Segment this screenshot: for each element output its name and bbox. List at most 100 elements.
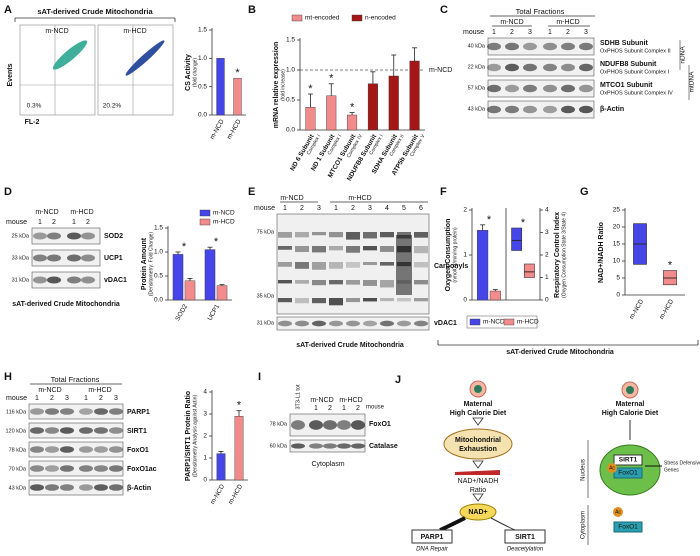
blot-band xyxy=(79,446,93,453)
label: NDUFB8 Subunit xyxy=(600,61,657,68)
label: m-NCD xyxy=(38,387,61,394)
blot-band xyxy=(278,320,292,327)
bar xyxy=(409,60,420,131)
blot-band xyxy=(337,443,351,449)
mitochondrion xyxy=(443,428,513,460)
axis-label: mRNA relative expression xyxy=(273,42,280,129)
blot-band xyxy=(47,276,61,284)
blot-band xyxy=(79,427,93,434)
blot-band xyxy=(346,246,360,253)
reference-label: m-NCD xyxy=(429,67,452,74)
blot-band xyxy=(523,105,537,114)
label: sAT-derived Crude Mitochondria xyxy=(37,7,153,16)
tick-label: 2 xyxy=(203,433,207,440)
blot-band xyxy=(487,42,501,51)
label: OxPHOS Subunit Complex II xyxy=(600,48,671,54)
blot-band xyxy=(295,246,309,253)
label: OxPHOS Subunit Complex IV xyxy=(600,90,673,96)
tick-label: 0 xyxy=(463,297,467,304)
tick-label: 4 xyxy=(545,207,549,214)
blot-band xyxy=(79,484,93,491)
label: m-NCD xyxy=(45,28,68,35)
label: 3 xyxy=(584,29,588,36)
bar xyxy=(489,290,501,301)
tick-label: 1.5 xyxy=(286,37,295,44)
label: m-HCD xyxy=(70,209,93,216)
label: m-NCD xyxy=(310,397,333,404)
bar xyxy=(204,249,216,301)
blot-band xyxy=(329,298,343,306)
blot-band xyxy=(505,63,519,72)
label: m-HCD xyxy=(348,195,371,202)
axis-label: (Oxygen Consumption State 3/State 4) xyxy=(561,212,567,298)
significance: * xyxy=(308,83,313,95)
x-tick-label: m-HCD xyxy=(227,483,244,506)
blot-band xyxy=(45,484,59,491)
blot-band xyxy=(309,420,323,430)
label: m-NCD xyxy=(280,195,303,202)
blot-band xyxy=(323,443,337,449)
blot-band xyxy=(579,105,593,114)
blot-band xyxy=(363,232,377,239)
blot-band xyxy=(363,320,377,327)
blot-band xyxy=(346,232,360,240)
label: 3 xyxy=(317,205,321,212)
label: 2 xyxy=(356,405,360,412)
label: SIRT1 xyxy=(515,534,535,541)
bar xyxy=(233,77,242,116)
blot-band xyxy=(346,280,360,285)
blot-band xyxy=(414,280,428,285)
legend-label: n-encoded xyxy=(365,15,396,22)
blot-band xyxy=(278,232,292,238)
blot-band xyxy=(363,298,377,302)
blot-band xyxy=(33,232,47,240)
blot-band xyxy=(505,84,519,93)
label: PARP1 xyxy=(421,534,444,541)
icon xyxy=(474,385,482,393)
label: 22 kDa xyxy=(468,64,486,70)
tick-label: 1.5 xyxy=(154,225,163,232)
blot-band xyxy=(109,446,123,453)
label: Ac xyxy=(609,465,615,471)
label: nDNA xyxy=(680,46,687,64)
label: vDAC1 xyxy=(104,277,127,284)
tick-label: 1 xyxy=(463,252,467,259)
blot-band xyxy=(363,246,377,251)
blot-band xyxy=(295,262,309,269)
flow-cloud xyxy=(52,40,88,70)
blot-band xyxy=(81,232,95,240)
blot xyxy=(31,271,101,289)
label: 1 xyxy=(72,219,76,226)
blot xyxy=(28,422,124,439)
label: Total Fractions xyxy=(51,375,100,384)
tick-label: 15 xyxy=(613,241,621,248)
label: vDAC1 xyxy=(434,320,457,327)
label: Nucleus xyxy=(581,459,587,481)
blot-band xyxy=(67,232,81,240)
tick-label: 1.0 xyxy=(286,67,295,74)
label: Maternal xyxy=(616,401,645,408)
label: 1 xyxy=(548,29,552,36)
label: NAD+ xyxy=(468,509,487,516)
label: 2 xyxy=(50,395,54,402)
label: β-Actin xyxy=(127,485,151,492)
blot-band xyxy=(561,42,575,51)
legend-swatch xyxy=(503,318,515,326)
blot-band xyxy=(94,408,108,415)
blot-band xyxy=(487,84,501,93)
blot-band xyxy=(523,84,537,93)
blot-band xyxy=(505,42,519,51)
label: 75 kDa xyxy=(257,229,275,235)
tick-label: 3 xyxy=(545,229,549,236)
tick-label: 25 xyxy=(613,207,621,214)
blot-band xyxy=(47,254,61,262)
label: 120 kDa xyxy=(6,428,27,434)
bar xyxy=(184,280,196,301)
label: 43 kDa xyxy=(9,485,27,491)
legend-swatch xyxy=(199,218,211,226)
blot-band xyxy=(109,484,123,491)
label: High Calorie Diet xyxy=(450,410,507,417)
label: 31 kDa xyxy=(257,320,275,326)
label: UCP1 xyxy=(104,255,123,262)
